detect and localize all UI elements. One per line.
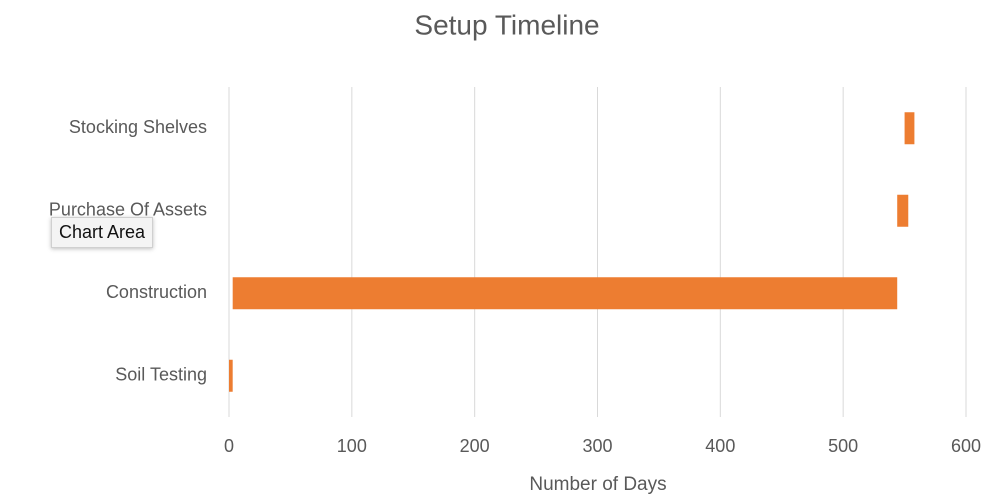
x-axis-label: Number of Days — [529, 474, 666, 495]
chart-title: Setup Timeline — [414, 9, 599, 40]
x-tick-label: 500 — [828, 436, 858, 456]
bar — [229, 277, 233, 309]
bar — [229, 195, 897, 227]
bar — [904, 112, 915, 145]
x-tick-label: 300 — [582, 436, 612, 456]
bar — [229, 112, 905, 144]
x-tick-label: 0 — [224, 436, 234, 456]
y-tick-label: Soil Testing — [115, 365, 207, 385]
x-tick-label: 400 — [705, 436, 735, 456]
y-tick-label: Construction — [106, 282, 207, 302]
tooltip: Chart Area — [51, 217, 154, 248]
y-tick-label: Purchase Of Assets — [49, 200, 207, 220]
bar — [897, 194, 909, 227]
bar — [232, 277, 898, 310]
x-tick-label: 600 — [951, 436, 981, 456]
x-tick-label: 100 — [337, 436, 367, 456]
x-tick-label: 200 — [460, 436, 490, 456]
bar — [229, 359, 233, 392]
y-tick-label: Stocking Shelves — [69, 117, 207, 137]
